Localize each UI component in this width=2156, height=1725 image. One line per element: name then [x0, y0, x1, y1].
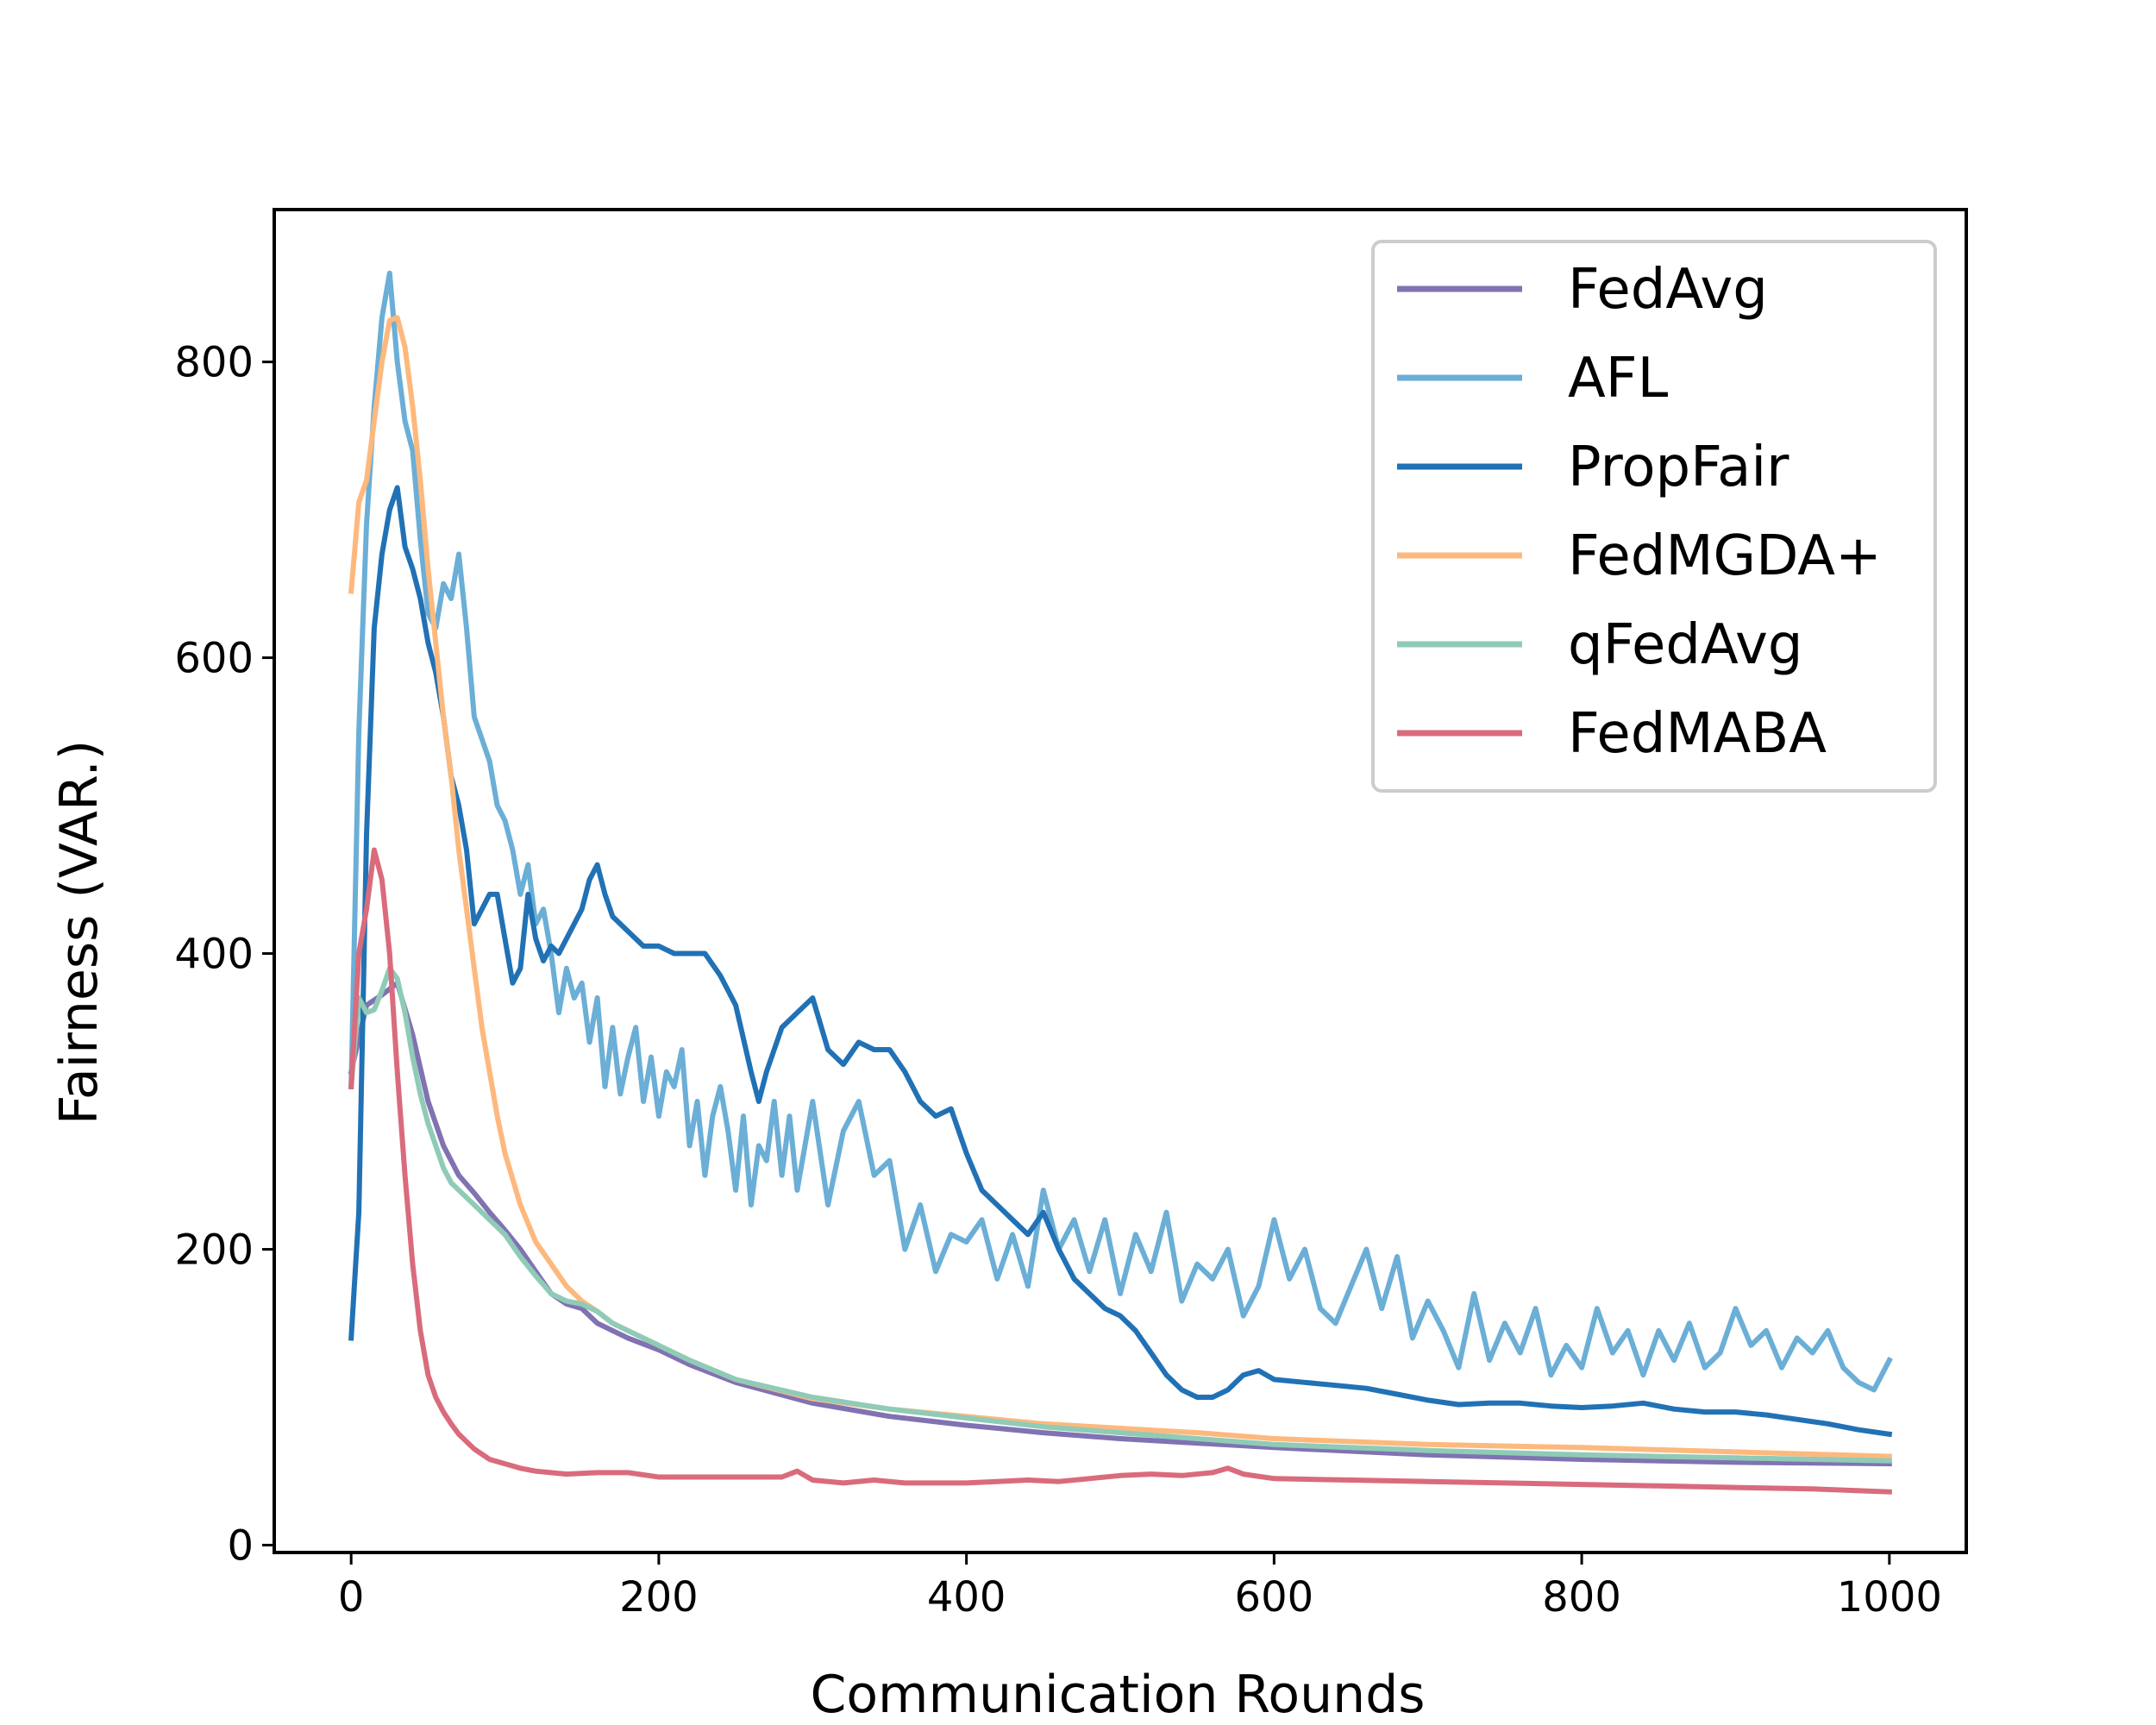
x-tick-label: 1000 [1837, 1573, 1942, 1622]
plot-frame [273, 208, 1968, 1554]
plot-lines [348, 270, 1893, 1495]
y-tick-label: 400 [174, 931, 254, 979]
series-line-propfair [348, 485, 1893, 1438]
y-tick-label: 0 [227, 1521, 254, 1570]
series-line-fedmgda- [348, 315, 1892, 1459]
y-axis-label: Fairness (VAR.) [49, 740, 110, 1125]
x-tick-label: 0 [338, 1573, 365, 1622]
series-line-fedmaba [348, 847, 1892, 1495]
x-axis: 0 200 400 600 800 1000 [338, 1552, 1942, 1622]
legend-label-propfair: PropFair [1568, 436, 1789, 499]
legend-label-afl: AFL [1568, 347, 1669, 411]
series-line-fedavg [348, 980, 1892, 1467]
legend-label-fedmgda-: FedMGDA+ [1568, 524, 1882, 588]
legend-label-qfedavg: qFedAvg [1568, 613, 1802, 677]
x-tick-label: 600 [1235, 1573, 1314, 1622]
x-axis-label: Communication Rounds [810, 1665, 1425, 1725]
legend-label-fedmaba: FedMABA [1568, 702, 1827, 766]
legend-label-fedavg: FedAvg [1568, 258, 1768, 322]
y-tick-label: 800 [174, 339, 254, 387]
y-axis: 0 200 400 600 800 [174, 339, 274, 1570]
x-tick-label: 400 [927, 1573, 1006, 1622]
y-tick-label: 200 [174, 1226, 254, 1274]
x-tick-label: 200 [619, 1573, 699, 1622]
legend: FedAvg AFL PropFair FedMGDA+ qFedAvg FedMABA [1371, 240, 1937, 793]
x-tick-label: 800 [1542, 1573, 1621, 1622]
y-tick-label: 600 [174, 635, 254, 683]
series-line-qfedavg [348, 965, 1892, 1464]
series-line-afl [348, 270, 1893, 1393]
